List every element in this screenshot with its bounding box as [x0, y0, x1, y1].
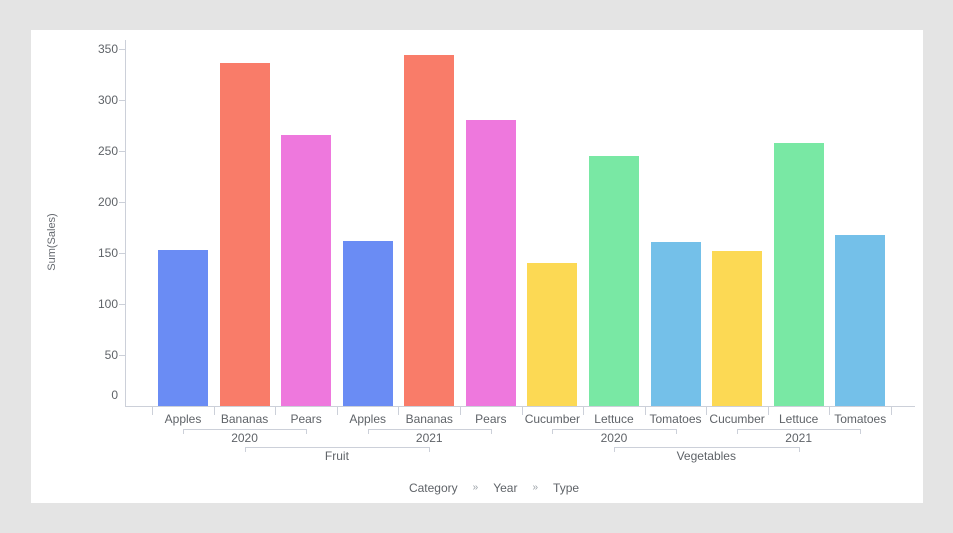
x-type-label: Bananas — [405, 412, 453, 426]
x-boundary-tick — [706, 406, 708, 415]
x-category-label: Vegetables — [676, 449, 736, 463]
year-bracket-tick — [860, 429, 862, 434]
x-type-label: Tomatoes — [834, 412, 887, 426]
hierarchy-breadcrumb: Category » Year » Type — [409, 480, 579, 496]
x-type-label: Tomatoes — [649, 412, 702, 426]
breadcrumb-separator-icon: » — [532, 482, 539, 493]
y-tick-mark — [119, 151, 125, 152]
y-tick-mark — [119, 100, 125, 101]
x-category-label: Fruit — [324, 449, 349, 463]
x-type-label: Lettuce — [594, 412, 634, 426]
breadcrumb-category: Category — [408, 481, 458, 495]
x-boundary-tick — [521, 406, 523, 415]
y-tick-label: 300 — [97, 93, 118, 107]
y-tick-mark — [119, 49, 125, 50]
x-year-label: 2021 — [785, 431, 812, 445]
bar-chart: Sum(Sales) 0 50 100 150 200 250 300 350 Apples Ba… — [31, 30, 923, 503]
x-boundary-tick — [398, 406, 400, 415]
chart-panel: Sum(Sales) 0 50 100 150 200 250 300 350 Apples Ba… — [31, 30, 923, 503]
y-tick-label: 150 — [97, 246, 118, 260]
x-type-label: Pears — [475, 412, 507, 426]
category-bracket-line — [244, 447, 430, 448]
x-boundary-tick — [460, 406, 462, 415]
category-bracket-line — [613, 447, 799, 448]
x-boundary-tick — [644, 406, 646, 415]
x-type-label: Bananas — [220, 412, 269, 426]
bar-bananas-2021[interactable] — [404, 55, 455, 406]
year-bracket-line — [367, 429, 491, 430]
category-bracket-tick — [244, 447, 246, 452]
y-tick-label: 50 — [104, 348, 118, 362]
x-year-label: 2021 — [415, 431, 443, 445]
x-boundary-tick — [829, 406, 831, 415]
year-bracket-tick — [306, 429, 308, 434]
year-bracket-line — [737, 429, 861, 430]
x-type-label: Cucumber — [524, 412, 581, 426]
x-boundary-tick — [336, 406, 338, 415]
bar-pears-2021[interactable] — [465, 120, 516, 406]
bar-pears-2020[interactable] — [281, 134, 332, 406]
year-bracket-line — [183, 429, 307, 430]
y-tick-label: 0 — [111, 388, 118, 402]
y-tick-label: 200 — [97, 195, 118, 209]
x-boundary-tick — [275, 406, 277, 415]
x-type-label: Pears — [290, 412, 322, 426]
bar-tomatoes-2020[interactable] — [650, 241, 701, 406]
year-bracket-tick — [183, 429, 184, 434]
x-type-label: Apples — [164, 412, 202, 426]
category-bracket-tick — [429, 447, 431, 452]
x-boundary-tick — [767, 406, 769, 415]
x-boundary-tick — [891, 406, 892, 415]
bar-tomatoes-2021[interactable] — [835, 234, 886, 406]
y-axis-line — [125, 40, 126, 406]
x-boundary-tick — [213, 406, 215, 415]
x-boundary-tick — [152, 406, 154, 415]
x-year-label: 2020 — [600, 431, 628, 445]
year-bracket-tick — [367, 429, 369, 434]
bar-cucumber-2021[interactable] — [712, 250, 763, 406]
y-tick-mark — [119, 253, 125, 254]
breadcrumb-year: Year — [493, 481, 518, 495]
year-bracket-tick — [675, 429, 677, 434]
bar-apples-2021[interactable] — [342, 240, 393, 406]
y-tick-mark — [119, 355, 125, 356]
y-tick-label: 350 — [97, 42, 118, 56]
y-tick-mark — [119, 304, 125, 305]
bar-cucumber-2020[interactable] — [527, 263, 578, 406]
year-bracket-tick — [490, 429, 492, 434]
year-bracket-tick — [552, 429, 554, 434]
category-bracket-tick — [798, 447, 800, 452]
breadcrumb-separator-icon: » — [472, 482, 479, 493]
year-bracket-line — [552, 429, 676, 430]
x-type-label: Apples — [349, 412, 387, 426]
x-boundary-tick — [583, 406, 585, 415]
category-bracket-tick — [613, 447, 615, 452]
bar-lettuce-2020[interactable] — [588, 156, 639, 406]
plot-area: 0 50 100 150 200 250 300 350 Apples Bananas Pears 2… — [31, 30, 923, 503]
y-tick-label: 250 — [97, 144, 118, 158]
x-axis-line — [125, 406, 915, 407]
y-tick-mark — [119, 202, 125, 203]
year-bracket-tick — [737, 429, 739, 434]
bar-bananas-2020[interactable] — [219, 63, 270, 406]
bar-apples-2020[interactable] — [158, 249, 208, 406]
x-year-label: 2020 — [231, 431, 258, 445]
x-type-label: Lettuce — [778, 412, 819, 426]
breadcrumb-type: Type — [553, 481, 580, 495]
x-type-label: Cucumber — [709, 412, 765, 426]
bar-lettuce-2021[interactable] — [773, 142, 824, 406]
y-tick-label: 100 — [97, 297, 118, 311]
